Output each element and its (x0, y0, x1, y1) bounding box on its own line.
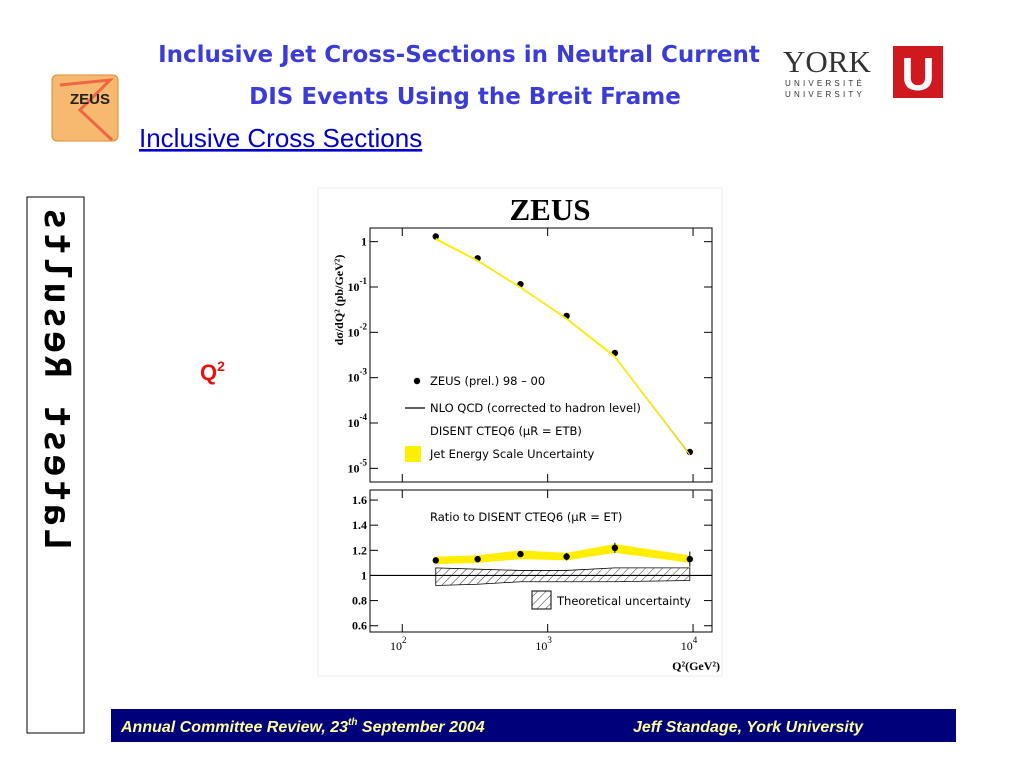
legend-label: Jet Energy Scale Uncertainty (429, 447, 595, 461)
sidebar-box (26, 196, 85, 734)
zeus-logo: ZEUS (51, 74, 119, 142)
title-line1: Inclusive Jet Cross-Sections in Neutral … (158, 42, 760, 68)
sidebar-text: Latest Results (36, 205, 77, 550)
y-tick-label: 1.4 (352, 518, 367, 532)
x-axis-label: Q²(GeV²) (672, 659, 720, 673)
theory-band (435, 567, 691, 586)
footer-left: Annual Committee Review, 23th September … (120, 717, 485, 736)
y-tick-label: 10-3 (348, 367, 368, 385)
york-text: YORK (783, 44, 871, 79)
subtitle: Inclusive Cross Sections (139, 123, 422, 153)
legend-label: Theoretical uncertainty (556, 594, 691, 608)
x-tick-label-base: 10 (535, 639, 547, 653)
annotation: DISENT CTEQ6 (μR = ETB) (430, 424, 582, 438)
york-logo: YORK UNIVERSITÉ UNIVERSITY U (783, 44, 943, 100)
plot-frame (369, 489, 713, 633)
y-tick-label: 0.8 (352, 594, 367, 608)
plot-title: ZEUS (510, 192, 591, 227)
y-tick-label: 1.6 (352, 493, 367, 507)
y-tick-label-base: 10 (348, 325, 360, 339)
x-tick-label: 102 (390, 635, 407, 653)
data-point (432, 233, 439, 240)
data-point (563, 553, 570, 560)
data-point (432, 557, 439, 564)
y-axis-label: dσ/dQ² (pb/GeV²) (332, 255, 346, 346)
y-tick-label: 1 (361, 568, 367, 582)
figure-panel (317, 187, 723, 677)
legend-label: NLO QCD (corrected to hadron level) (430, 401, 641, 415)
title-line2: DIS Events Using the Breit Frame (249, 84, 681, 110)
footer-post: September 2004 (357, 719, 484, 736)
y-tick-label-base: 10 (348, 416, 360, 430)
q-text: Q (200, 360, 217, 385)
y-tick-label-sup: -1 (360, 276, 368, 286)
york-fr: UNIVERSITÉ (785, 79, 865, 88)
data-point (517, 550, 524, 558)
x-tick-label-base: 10 (681, 639, 693, 653)
data-point (686, 555, 694, 563)
x-tick-label: 104 (681, 635, 698, 653)
y-tick-label-base: 10 (348, 371, 360, 385)
y-tick-label-sup: -2 (360, 321, 368, 331)
x-tick-label-sup: 2 (402, 635, 407, 645)
plot-frame (369, 227, 713, 483)
y-tick-label: 1 (361, 235, 367, 249)
y-tick-label: 10-5 (348, 457, 368, 475)
x-tick-label-base: 10 (390, 639, 402, 653)
y-tick-label: 10-2 (348, 321, 368, 339)
y-tick-label: 1.2 (352, 543, 367, 557)
footer-right: Jeff Standage, York University (633, 719, 864, 736)
footer-bar (111, 709, 956, 742)
q-label: Q2 (200, 358, 225, 385)
legend-swatch (405, 446, 421, 462)
y-tick-label-base: 10 (348, 280, 360, 294)
uncertainty-band (435, 544, 690, 565)
y-tick-label-sup: -4 (360, 412, 368, 422)
y-tick-label-sup: -5 (360, 457, 368, 467)
data-point (474, 555, 481, 563)
footer-pre: Annual Committee Review, 23 (120, 719, 348, 736)
y-tick-label: 10-1 (348, 276, 368, 294)
footer-sup: th (348, 717, 357, 728)
x-tick-label: 103 (535, 635, 552, 653)
legend-marker (413, 377, 421, 385)
legend-label: ZEUS (prel.) 98 – 00 (430, 374, 545, 388)
x-tick-label-sup: 4 (693, 635, 698, 645)
legend-swatch (531, 590, 552, 610)
y-tick-label-base: 10 (348, 461, 360, 475)
zeus-logo-text: ZEUS (70, 91, 110, 108)
q-sup: 2 (217, 358, 225, 374)
y-tick-label-sup: -3 (360, 367, 368, 377)
data-point (611, 544, 619, 552)
york-en: UNIVERSITY (785, 90, 865, 99)
annotation: Ratio to DISENT CTEQ6 (μR = ET) (430, 510, 622, 524)
x-tick-label-sup: 3 (547, 635, 552, 645)
york-u: U (901, 48, 934, 100)
y-tick-label: 0.6 (352, 619, 367, 633)
y-tick-label: 10-4 (348, 412, 368, 430)
